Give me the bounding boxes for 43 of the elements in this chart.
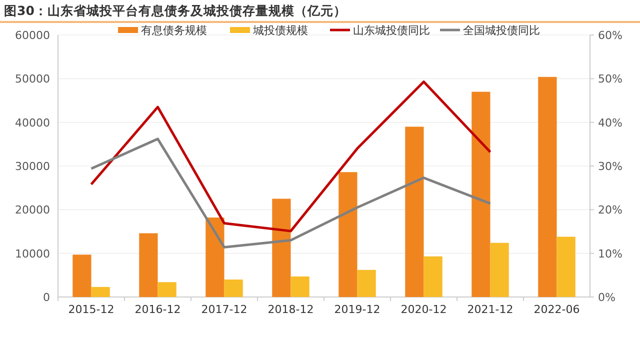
y-tick-label: 30000 [15, 160, 50, 173]
legend-label: 山东城投债同比 [353, 24, 430, 37]
y-tick-label: 10000 [15, 247, 50, 260]
bar [290, 276, 310, 297]
y2-tick-label: 0% [598, 291, 616, 304]
bar [490, 242, 509, 297]
y-tick-label: 60000 [15, 29, 50, 42]
bar [357, 270, 376, 297]
x-tick-label: 2022-06 [534, 303, 580, 316]
bar [538, 76, 557, 297]
legend-label: 有息债务规模 [141, 24, 207, 37]
y2-tick-label: 10% [598, 247, 622, 260]
title: 图30：山东省城投平台有息债务及城投债存量规模（亿元） [4, 3, 346, 18]
x-tick-label: 2016-12 [134, 303, 181, 316]
x-tick-label: 2018-12 [268, 303, 314, 316]
x-tick-label: 2019-12 [334, 303, 380, 316]
bar [338, 172, 358, 297]
bar [158, 282, 176, 297]
y2-tick-label: 30% [598, 160, 622, 173]
bar [405, 126, 424, 297]
bar [139, 233, 158, 297]
bar [72, 254, 92, 297]
bar [556, 236, 576, 297]
legend-label: 全国城投债同比 [463, 24, 540, 37]
y2-tick-label: 50% [598, 72, 622, 86]
bar [472, 92, 490, 297]
x-tick-label: 2020-12 [400, 303, 447, 316]
y-tick-label: 20000 [15, 204, 50, 217]
bar [272, 198, 291, 297]
x-tick-label: 2015-12 [68, 303, 114, 316]
y2-tick-label: 60% [598, 29, 622, 42]
y-tick-label: 50000 [15, 72, 50, 86]
bar [206, 218, 224, 297]
x-tick-label: 2021-12 [467, 303, 514, 316]
bar [224, 280, 243, 297]
bar [91, 286, 110, 297]
y-tick-label: 0 [43, 291, 50, 304]
legend-label: 城投债规模 [252, 24, 308, 37]
x-tick-label: 2017-12 [201, 303, 248, 316]
y2-tick-label: 40% [598, 116, 622, 130]
y-tick-label: 40000 [15, 116, 50, 130]
y2-tick-label: 20% [598, 204, 622, 217]
bar [424, 256, 442, 297]
